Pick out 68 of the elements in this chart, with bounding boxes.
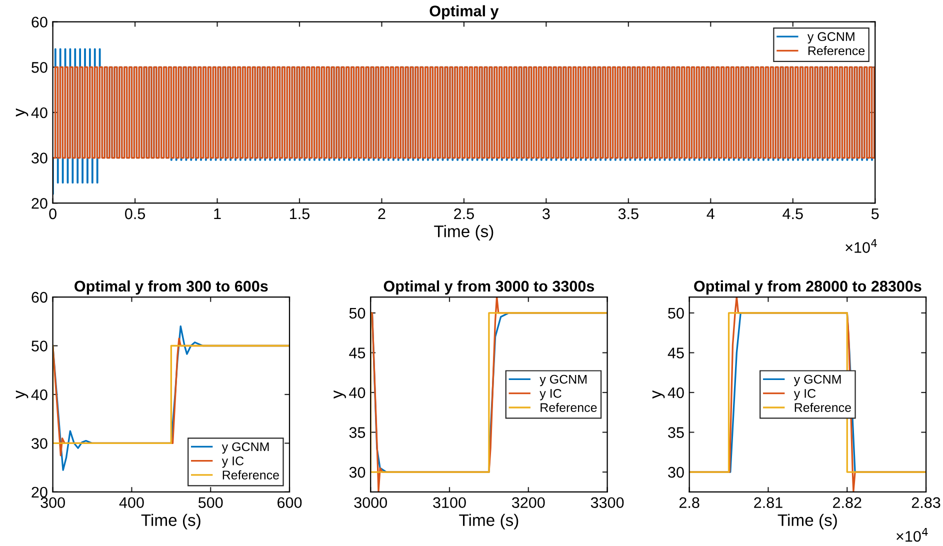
x-tick-label: 2.83 [912,497,940,508]
y-tick-label: 30 [668,466,684,478]
chart-title: Optimal y from 300 to 600s [74,280,268,295]
y-tick-label: 40 [31,389,48,400]
x-tick-label: 400 [119,497,144,508]
legend-label: Reference [222,470,279,480]
x-tick-label: 1 [214,208,221,220]
y-tick-label: 35 [349,427,366,438]
legend-label: Reference [540,402,597,412]
x-tick-label: 500 [198,497,223,508]
y-tick-label: 20 [32,198,48,209]
x-axis-title: Time (s) [141,514,200,530]
y-tick-label: 50 [349,308,366,319]
y-axis-title: y [652,390,665,399]
legend-label: y IC [794,388,816,400]
legend-label: y IC [540,388,562,400]
y-tick-label: 60 [32,292,48,303]
y-tick-label: 40 [349,387,366,398]
text: ×10$^{4}$ [896,528,928,542]
y-axis-title: y [16,390,28,399]
x-tick-label: 3 [542,208,550,220]
legend-label: Reference [794,402,851,412]
y-tick-label: 50 [668,308,684,319]
y-tick-label: 45 [668,348,684,358]
y-tick-label: 35 [668,427,684,438]
chart-title: Optimal y from 28000 to 28300s [694,280,922,295]
y-tick-label: 50 [32,62,48,73]
x-tick-label: 3000 [354,497,387,508]
x-tick-label: 3.5 [618,208,638,220]
x-tick-label: 3100 [433,497,466,508]
x-axis-title: Time (s) [434,224,494,241]
y-tick-label: 20 [32,486,48,498]
legend-label: y GCNM [540,374,587,386]
chart-title: Optimal y from 3000 to 3300s [384,280,594,295]
y-axis-title: y [334,390,346,399]
x-tick-label: 600 [278,497,302,508]
y-tick-label: 30 [32,152,48,164]
legend-label: Reference [808,46,865,56]
x-tick-label: 4 [706,208,714,220]
x-tick-label: 1.5 [290,208,310,220]
y-tick-label: 50 [32,340,48,352]
legend-label: y IC [222,456,244,468]
x-tick-label: 2.81 [754,497,782,508]
x-tick-label: 4.5 [782,208,803,220]
x-axis-title: Time (s) [778,514,837,530]
chart-title: Optimal y [430,5,499,20]
y-axis-title: y [16,108,28,117]
x-tick-label: 5 [871,208,879,220]
x-tick-label: 2 [378,208,386,220]
x-tick-label: 3300 [590,497,624,508]
y-tick-label: 45 [349,348,366,358]
y-tick-label: 40 [31,107,48,118]
y-tick-label: 30 [32,438,48,449]
y-tick-label: 60 [32,16,48,28]
x-tick-label: 2.82 [833,497,862,508]
y-tick-label: 40 [668,387,684,398]
x-tick-label: 0.5 [125,208,146,220]
x-tick-label: 2.8 [679,497,700,508]
x-tick-label: 2.5 [454,208,474,220]
legend-label: y GCNM [222,442,269,454]
legend-label: y GCNM [794,374,841,386]
x-tick-label: 300 [40,497,65,508]
y-tick-label: 30 [349,466,366,478]
x-axis-title: Time (s) [459,514,518,530]
legend-label: y GCNM [807,32,854,44]
text: ×10$^{4}$ [846,239,877,253]
x-tick-label: 3200 [512,497,545,508]
x-tick-label: 0 [49,208,56,220]
